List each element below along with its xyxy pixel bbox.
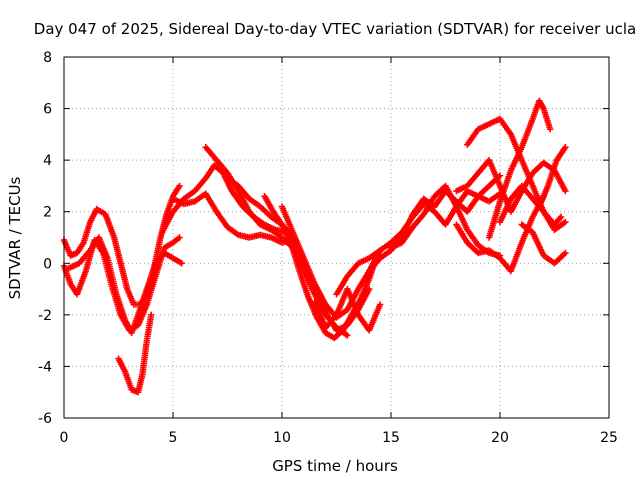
series-arc-3 [65, 234, 185, 337]
y-tick-label: 8 [43, 50, 52, 66]
data-point [178, 260, 185, 267]
x-tick-label: 25 [600, 430, 618, 446]
x-tick-label: 5 [169, 430, 178, 446]
data-point [562, 249, 569, 257]
y-tick-label: 6 [43, 102, 52, 118]
y-tick-label: -4 [38, 359, 52, 375]
y-tick-label: 2 [43, 205, 52, 221]
data-point [176, 234, 183, 241]
series-arc-11 [311, 285, 384, 334]
x-tick-label: 20 [491, 430, 509, 446]
series-arc-20 [518, 221, 569, 267]
series-arc-19 [496, 182, 565, 228]
chart-title: Day 047 of 2025, Sidereal Day-to-day VTE… [34, 20, 636, 38]
x-axis-label: GPS time / hours [272, 457, 398, 475]
y-axis-ticks: -6 -4 -2 0 2 4 6 8 [38, 50, 609, 427]
y-tick-label: -2 [38, 308, 52, 324]
data-points [60, 97, 569, 396]
data-point [344, 332, 351, 339]
y-tick-label: 0 [43, 256, 52, 272]
series-arc-21 [536, 144, 569, 210]
y-tick-label: -6 [38, 411, 52, 427]
y-axis-label: SDTVAR / TECUs [6, 176, 24, 299]
data-point [546, 126, 554, 133]
series-arc-18 [485, 97, 554, 241]
data-point [562, 218, 569, 226]
data-point [148, 311, 155, 319]
series-arc-4 [115, 311, 155, 396]
data-point [562, 144, 569, 151]
data-point [376, 301, 384, 308]
data-point [557, 213, 565, 221]
plot-frame [63, 56, 610, 419]
y-tick-label: 4 [43, 153, 52, 169]
x-tick-label: 0 [60, 430, 69, 446]
data-point [562, 187, 569, 195]
x-tick-label: 15 [382, 430, 400, 446]
x-axis-ticks: 0 5 10 15 20 25 [60, 57, 618, 446]
x-tick-label: 10 [273, 430, 291, 446]
series-arc-6 [169, 190, 297, 246]
data-point [176, 182, 183, 190]
